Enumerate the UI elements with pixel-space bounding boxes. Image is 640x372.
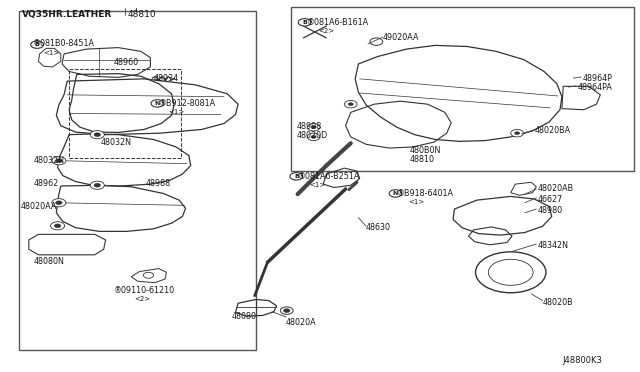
Text: 480B0N: 480B0N — [410, 146, 441, 155]
Text: ®B918-6401A: ®B918-6401A — [397, 189, 454, 198]
Text: ®081A6-B251A: ®081A6-B251A — [298, 172, 360, 181]
Text: <2>: <2> — [319, 28, 335, 34]
Text: 48988: 48988 — [146, 179, 171, 187]
Text: ®081A6-B161A: ®081A6-B161A — [307, 18, 369, 27]
Text: N: N — [393, 191, 398, 196]
Text: 48342N: 48342N — [538, 241, 568, 250]
Text: 48020BA: 48020BA — [535, 126, 571, 135]
Circle shape — [90, 131, 104, 139]
Circle shape — [90, 181, 104, 189]
Text: ®09110-61210: ®09110-61210 — [114, 286, 175, 295]
Text: 48964PA: 48964PA — [577, 83, 612, 92]
Text: 48964P: 48964P — [582, 74, 612, 83]
Text: 48020A: 48020A — [285, 318, 316, 327]
Circle shape — [311, 135, 316, 138]
Text: 48962: 48962 — [33, 179, 58, 187]
Text: ®B912-8081A: ®B912-8081A — [159, 99, 216, 108]
Circle shape — [94, 183, 100, 187]
Text: <1>: <1> — [309, 182, 325, 188]
Circle shape — [151, 100, 164, 107]
Bar — [291, 7, 634, 171]
Text: N: N — [155, 101, 160, 106]
Circle shape — [52, 157, 66, 165]
Text: B: B — [294, 174, 299, 179]
Text: 48960: 48960 — [114, 58, 139, 67]
Text: J48800K3: J48800K3 — [562, 356, 602, 365]
Circle shape — [344, 100, 357, 108]
Text: <1>: <1> — [408, 199, 424, 205]
Text: 48080: 48080 — [232, 312, 257, 321]
Circle shape — [511, 129, 524, 137]
Circle shape — [370, 38, 383, 45]
Circle shape — [348, 103, 353, 106]
Text: 48980: 48980 — [538, 206, 563, 215]
Text: VQ35HR.LEATHER: VQ35HR.LEATHER — [22, 10, 113, 19]
Circle shape — [54, 224, 61, 228]
Circle shape — [31, 41, 44, 48]
Circle shape — [51, 222, 65, 230]
Circle shape — [284, 309, 290, 312]
Text: 46627: 46627 — [538, 195, 563, 204]
Text: 48630: 48630 — [366, 223, 391, 232]
Text: B: B — [302, 20, 307, 25]
Circle shape — [389, 190, 402, 197]
Circle shape — [298, 19, 311, 26]
Circle shape — [56, 159, 62, 163]
Circle shape — [307, 124, 320, 131]
Circle shape — [311, 126, 316, 129]
Text: <2>: <2> — [134, 296, 150, 302]
Text: 48934: 48934 — [154, 74, 179, 83]
Circle shape — [307, 133, 320, 141]
Bar — [19, 11, 256, 350]
Text: <1>: <1> — [44, 50, 60, 56]
Circle shape — [94, 133, 100, 137]
Text: B: B — [35, 42, 40, 47]
Text: 48032N: 48032N — [33, 156, 64, 165]
Circle shape — [280, 307, 293, 314]
Text: 48020B: 48020B — [543, 298, 573, 307]
Text: 48032N: 48032N — [101, 138, 132, 147]
Text: <1>: <1> — [168, 109, 184, 115]
Text: 48998: 48998 — [296, 122, 321, 131]
Text: 48080N: 48080N — [33, 257, 64, 266]
Text: ®081B0-8451A: ®081B0-8451A — [33, 39, 95, 48]
Bar — [69, 69, 181, 158]
Circle shape — [56, 201, 62, 205]
Text: 48020AA: 48020AA — [21, 202, 58, 211]
Circle shape — [515, 132, 520, 135]
Text: 48810: 48810 — [410, 155, 435, 164]
Circle shape — [290, 173, 303, 180]
Text: 48020D: 48020D — [296, 131, 328, 140]
Text: 49020AA: 49020AA — [383, 33, 419, 42]
Text: 48020AB: 48020AB — [538, 184, 573, 193]
Text: 48810: 48810 — [128, 10, 157, 19]
Circle shape — [52, 199, 66, 207]
